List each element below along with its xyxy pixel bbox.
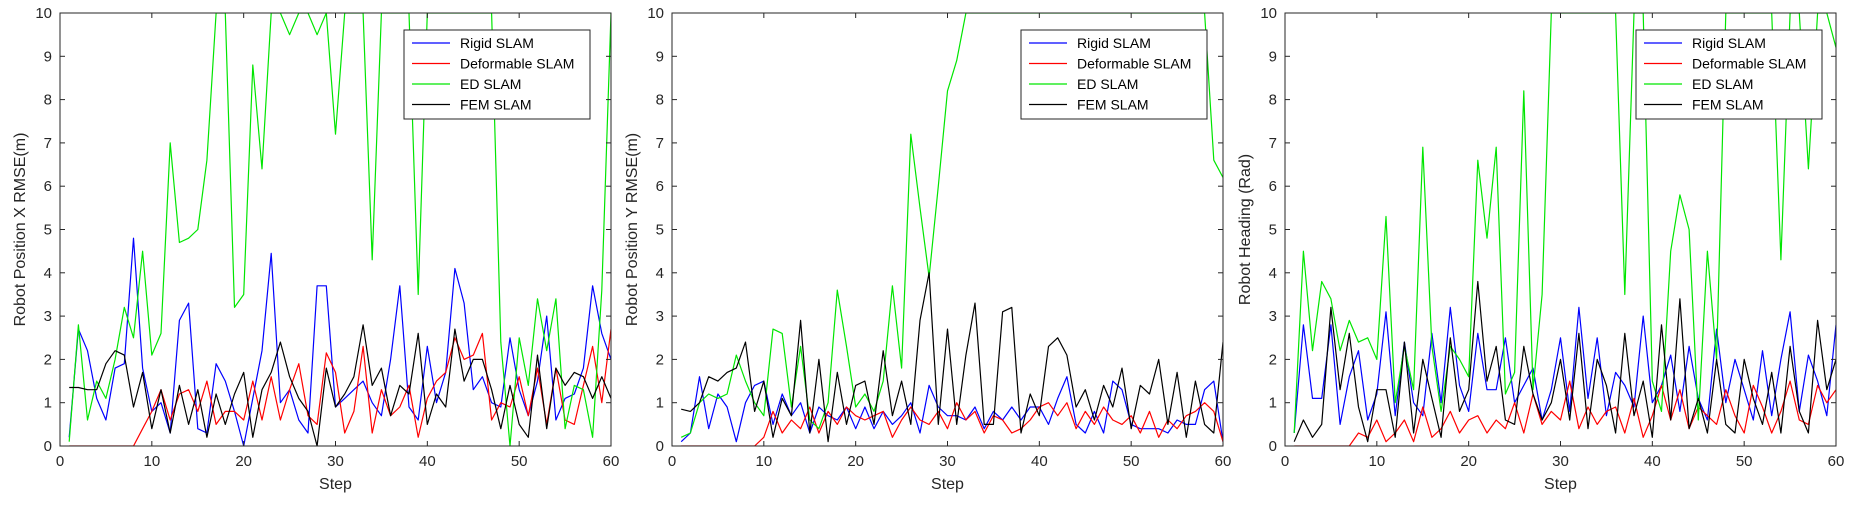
legend-entry: Rigid SLAM: [1692, 35, 1766, 51]
x-tick-label: 50: [511, 453, 528, 470]
y-tick-label: 4: [656, 265, 664, 282]
series-line-ed-slam: [680, 13, 1223, 438]
x-tick-label: 20: [235, 453, 252, 470]
y-tick-label: 0: [1269, 438, 1277, 455]
series-line-fem-slam: [1293, 280, 1836, 443]
legend-entry: Deformable SLAM: [460, 56, 574, 72]
series-line-fem-slam: [69, 324, 611, 446]
x-tick-label: 20: [1460, 453, 1477, 470]
legend-entry: FEM SLAM: [460, 97, 532, 113]
y-tick-label: 5: [44, 222, 52, 239]
legend-entry: ED SLAM: [1692, 76, 1753, 92]
x-tick-label: 0: [668, 453, 676, 470]
legend-entry: ED SLAM: [460, 76, 521, 92]
y-tick-label: 8: [656, 92, 664, 109]
y-tick-label: 10: [35, 5, 52, 22]
y-tick-label: 3: [44, 308, 52, 325]
y-axis-label: Robot Heading (Rad): [1237, 154, 1254, 305]
legend-entry: FEM SLAM: [1692, 97, 1764, 113]
x-tick-label: 40: [419, 453, 436, 470]
y-tick-label: 3: [1269, 308, 1277, 325]
y-tick-label: 7: [44, 135, 52, 152]
legend-entry: Rigid SLAM: [1077, 35, 1151, 51]
x-tick-label: 10: [755, 453, 772, 470]
y-tick-label: 7: [656, 135, 664, 152]
chart-panel-1: 0 10 20 30 40 50 60 0 1 2 3 4 5 6 7 8 9 10 Step Robot Posit…: [12, 5, 619, 493]
y-tick-label: 2: [1269, 351, 1277, 368]
chart-panel-2: 0 10 20 30 40 50 60 0 1 2 3 4 5 6 7 8 9 10 Step Robot Posit…: [624, 5, 1231, 493]
y-axis-label: Robot Position Y RMSE(m): [624, 133, 641, 326]
x-axis-label: Step: [931, 476, 964, 493]
legend-entry: Deformable SLAM: [1692, 56, 1806, 72]
series-line-ed-slam: [1293, 13, 1836, 434]
y-tick-label: 10: [647, 5, 664, 22]
series-group: [680, 13, 1223, 446]
y-tick-label: 1: [656, 395, 664, 412]
x-tick-label: 60: [1828, 453, 1845, 470]
series-line-ed-slam: [68, 13, 611, 446]
x-tick-label: 10: [143, 453, 160, 470]
x-tick-label: 40: [1031, 453, 1048, 470]
series-group: [1293, 13, 1836, 446]
y-tick-label: 9: [44, 48, 52, 65]
y-tick-label: 8: [44, 92, 52, 109]
legend: Rigid SLAM Deformable SLAM ED SLAM FEM SLAM: [1020, 29, 1208, 120]
legend-entry: ED SLAM: [1077, 76, 1138, 92]
y-tick-label: 3: [656, 308, 664, 325]
x-tick-label: 20: [847, 453, 864, 470]
legend-entry: Rigid SLAM: [460, 35, 534, 51]
x-tick-label: 30: [1552, 453, 1569, 470]
y-tick-label: 7: [1269, 135, 1277, 152]
legend-entry: FEM SLAM: [1077, 97, 1149, 113]
y-tick-label: 9: [656, 48, 664, 65]
y-tick-label: 9: [1269, 48, 1277, 65]
x-tick-label: 0: [1281, 453, 1289, 470]
y-tick-label: 6: [656, 178, 664, 195]
x-tick-label: 30: [939, 453, 956, 470]
x-tick-label: 0: [56, 453, 64, 470]
x-tick-label: 30: [327, 453, 344, 470]
x-tick-label: 40: [1644, 453, 1661, 470]
legend: Rigid SLAM Deformable SLAM ED SLAM FEM SLAM: [1635, 29, 1823, 120]
y-tick-label: 10: [1260, 5, 1277, 22]
y-tick-label: 2: [44, 351, 52, 368]
x-tick-label: 60: [1215, 453, 1232, 470]
series-group: [68, 13, 611, 446]
y-tick-label: 6: [44, 178, 52, 195]
y-tick-label: 1: [44, 395, 52, 412]
y-tick-label: 0: [44, 438, 52, 455]
y-tick-label: 5: [656, 222, 664, 239]
legend: Rigid SLAM Deformable SLAM ED SLAM FEM SLAM: [403, 29, 591, 120]
x-tick-label: 50: [1123, 453, 1140, 470]
y-tick-label: 4: [1269, 265, 1277, 282]
x-tick-label: 10: [1368, 453, 1385, 470]
series-line-deformable-slam: [1294, 380, 1836, 446]
y-tick-label: 0: [656, 438, 664, 455]
y-tick-label: 1: [1269, 395, 1277, 412]
y-tick-label: 4: [44, 265, 52, 282]
y-axis-label: Robot Position X RMSE(m): [12, 133, 29, 327]
series-line-rigid-slam: [1293, 306, 1836, 434]
x-tick-label: 50: [1736, 453, 1753, 470]
series-line-deformable-slam: [69, 329, 611, 446]
x-axis-label: Step: [1544, 476, 1577, 493]
y-tick-label: 8: [1269, 92, 1277, 109]
series-line-fem-slam: [681, 272, 1223, 443]
x-axis-label: Step: [319, 476, 352, 493]
y-tick-label: 5: [1269, 222, 1277, 239]
y-tick-label: 2: [656, 351, 664, 368]
legend-entry: Deformable SLAM: [1077, 56, 1191, 72]
chart-panel-3: 0 10 20 30 40 50 60 0 1 2 3 4 5 6 7 8 9 10 Step Robot Headi…: [1237, 5, 1844, 493]
x-tick-label: 60: [603, 453, 620, 470]
y-tick-label: 6: [1269, 178, 1277, 195]
